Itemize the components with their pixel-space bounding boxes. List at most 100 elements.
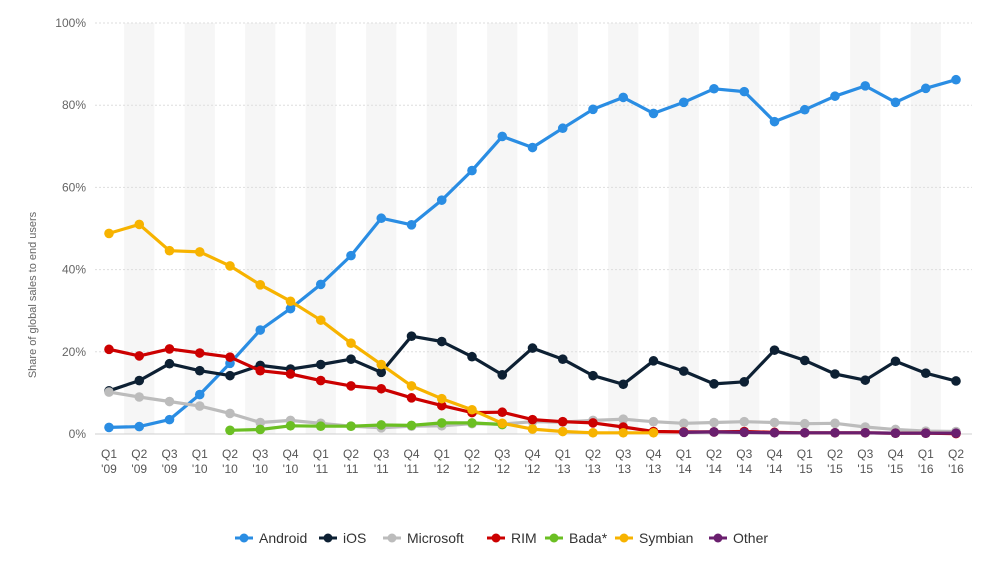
data-point[interactable] xyxy=(860,81,871,91)
data-point[interactable] xyxy=(194,247,205,257)
data-point[interactable] xyxy=(830,427,840,438)
data-point[interactable] xyxy=(709,427,719,437)
data-point[interactable] xyxy=(890,97,901,108)
data-point[interactable] xyxy=(769,345,780,355)
data-point[interactable] xyxy=(588,370,598,381)
data-point[interactable] xyxy=(134,421,145,432)
data-point[interactable] xyxy=(678,427,689,438)
legend-item[interactable]: Other xyxy=(709,530,768,546)
data-point[interactable] xyxy=(648,108,659,119)
data-point[interactable] xyxy=(255,424,266,435)
data-point[interactable] xyxy=(497,370,508,380)
data-point[interactable] xyxy=(436,400,447,411)
data-point[interactable] xyxy=(678,418,689,429)
data-point[interactable] xyxy=(588,418,598,428)
data-point[interactable] xyxy=(225,425,235,436)
data-point[interactable] xyxy=(194,389,205,400)
data-point[interactable] xyxy=(739,416,750,427)
data-point[interactable] xyxy=(104,422,114,433)
data-point[interactable] xyxy=(104,387,114,397)
data-point[interactable] xyxy=(739,427,750,438)
data-point[interactable] xyxy=(436,336,447,347)
data-point[interactable] xyxy=(225,261,235,271)
data-point[interactable] xyxy=(527,343,538,353)
data-point[interactable] xyxy=(799,104,810,115)
data-point[interactable] xyxy=(376,367,387,378)
legend-item[interactable]: iOS xyxy=(319,530,366,546)
data-point[interactable] xyxy=(920,83,931,94)
data-point[interactable] xyxy=(406,381,417,391)
data-point[interactable] xyxy=(194,348,205,358)
data-point[interactable] xyxy=(315,279,326,290)
legend-item[interactable]: Microsoft xyxy=(383,530,464,546)
data-point[interactable] xyxy=(497,407,508,418)
data-point[interactable] xyxy=(467,418,477,428)
data-point[interactable] xyxy=(860,375,871,385)
data-point[interactable] xyxy=(618,427,629,438)
data-point[interactable] xyxy=(648,416,659,427)
data-point[interactable] xyxy=(860,427,871,438)
data-point[interactable] xyxy=(890,356,901,367)
data-point[interactable] xyxy=(588,427,598,438)
legend-item[interactable]: Bada* xyxy=(545,530,608,546)
data-point[interactable] xyxy=(709,83,719,94)
data-point[interactable] xyxy=(164,414,175,425)
data-point[interactable] xyxy=(406,331,417,341)
data-point[interactable] xyxy=(436,393,447,404)
data-point[interactable] xyxy=(315,375,326,386)
data-point[interactable] xyxy=(769,427,780,438)
data-point[interactable] xyxy=(467,165,477,176)
data-point[interactable] xyxy=(376,383,387,394)
data-point[interactable] xyxy=(346,421,356,431)
data-point[interactable] xyxy=(285,296,296,307)
data-point[interactable] xyxy=(346,381,356,391)
data-point[interactable] xyxy=(557,123,568,134)
data-point[interactable] xyxy=(104,344,114,355)
data-point[interactable] xyxy=(527,414,538,425)
data-point[interactable] xyxy=(890,428,901,438)
data-point[interactable] xyxy=(134,392,145,402)
data-point[interactable] xyxy=(406,393,417,403)
data-point[interactable] xyxy=(920,368,931,378)
legend-item[interactable]: RIM xyxy=(487,530,537,546)
data-point[interactable] xyxy=(376,213,387,224)
data-point[interactable] xyxy=(225,370,235,381)
data-point[interactable] xyxy=(285,369,296,379)
legend-item[interactable]: Android xyxy=(235,530,307,546)
data-point[interactable] xyxy=(376,359,387,370)
data-point[interactable] xyxy=(951,428,961,438)
data-point[interactable] xyxy=(678,97,689,108)
data-point[interactable] xyxy=(315,315,326,325)
data-point[interactable] xyxy=(255,417,266,428)
data-point[interactable] xyxy=(709,417,719,428)
data-point[interactable] xyxy=(951,376,961,386)
data-point[interactable] xyxy=(799,427,810,438)
data-point[interactable] xyxy=(920,428,931,438)
data-point[interactable] xyxy=(315,421,326,431)
data-point[interactable] xyxy=(285,303,296,314)
data-point[interactable] xyxy=(406,420,417,431)
data-point[interactable] xyxy=(436,195,447,205)
legend[interactable]: Android iOS Microsoft RIM Bada* Symbian Other xyxy=(235,530,768,546)
data-point[interactable] xyxy=(497,131,508,142)
data-point[interactable] xyxy=(588,104,598,115)
data-point[interactable] xyxy=(739,377,750,387)
data-point[interactable] xyxy=(709,379,719,389)
data-point[interactable] xyxy=(194,401,205,411)
data-point[interactable] xyxy=(648,356,659,366)
data-point[interactable] xyxy=(406,220,417,230)
data-point[interactable] xyxy=(315,359,326,370)
data-point[interactable] xyxy=(467,404,477,415)
data-point[interactable] xyxy=(285,420,296,431)
data-point[interactable] xyxy=(346,338,356,348)
data-point[interactable] xyxy=(134,375,145,386)
data-point[interactable] xyxy=(830,418,840,429)
data-point[interactable] xyxy=(164,358,175,369)
data-point[interactable] xyxy=(134,351,145,361)
data-point[interactable] xyxy=(769,417,780,428)
data-point[interactable] xyxy=(255,280,266,290)
data-point[interactable] xyxy=(346,250,356,261)
data-point[interactable] xyxy=(830,91,840,101)
data-point[interactable] xyxy=(225,408,235,419)
data-point[interactable] xyxy=(527,142,538,153)
